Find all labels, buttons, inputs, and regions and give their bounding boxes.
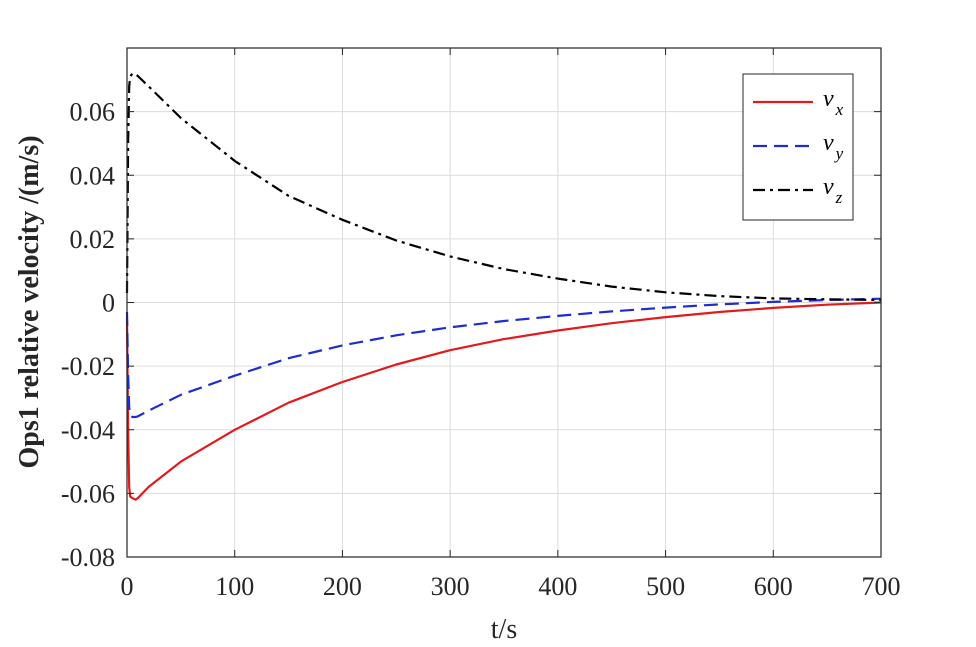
y-tick-label: -0.06 bbox=[61, 479, 115, 508]
tick-marks bbox=[126, 48, 882, 558]
series-line-x bbox=[125, 301, 882, 501]
series-line-z bbox=[125, 72, 882, 302]
y-tick-label: 0.06 bbox=[70, 98, 116, 127]
x-tick-label: 100 bbox=[215, 572, 254, 601]
x-tick-label: 500 bbox=[646, 572, 685, 601]
legend-entry-subscript: z bbox=[835, 188, 843, 207]
y-tick-label: -0.08 bbox=[61, 543, 115, 572]
y-tick-label: 0.04 bbox=[70, 161, 116, 190]
y-tick-label: -0.02 bbox=[61, 352, 115, 381]
x-tick-label: 200 bbox=[323, 572, 362, 601]
x-tick-label: 600 bbox=[754, 572, 793, 601]
x-axis-label: t/s bbox=[491, 614, 517, 645]
series-line-y bbox=[125, 297, 882, 419]
x-tick-label: 700 bbox=[862, 572, 901, 601]
y-tick-labels: -0.08 -0.06 -0.04 -0.02 0 0.02 0.04 0.06 bbox=[61, 98, 115, 572]
legend-entry-subscript: y bbox=[834, 144, 844, 163]
x-tick-label: 300 bbox=[431, 572, 470, 601]
y-tick-label: 0 bbox=[102, 289, 115, 318]
legend-entry-base: v bbox=[823, 130, 834, 156]
x-tick-label: 0 bbox=[121, 572, 134, 601]
legend-entry-base: v bbox=[823, 174, 834, 200]
y-axis-label: Ops1 relative velocity /(m/s) bbox=[14, 135, 45, 468]
legend-entry-subscript: x bbox=[835, 100, 844, 119]
legend-entry-base: v bbox=[823, 86, 834, 112]
x-tick-label: 400 bbox=[538, 572, 577, 601]
y-tick-label: -0.04 bbox=[61, 416, 115, 445]
legend: v xv yv z bbox=[742, 73, 854, 221]
x-tick-labels: 0 100 200 300 400 500 600 700 bbox=[121, 572, 901, 601]
y-tick-label: 0.02 bbox=[70, 225, 116, 254]
series-layer bbox=[125, 72, 882, 501]
